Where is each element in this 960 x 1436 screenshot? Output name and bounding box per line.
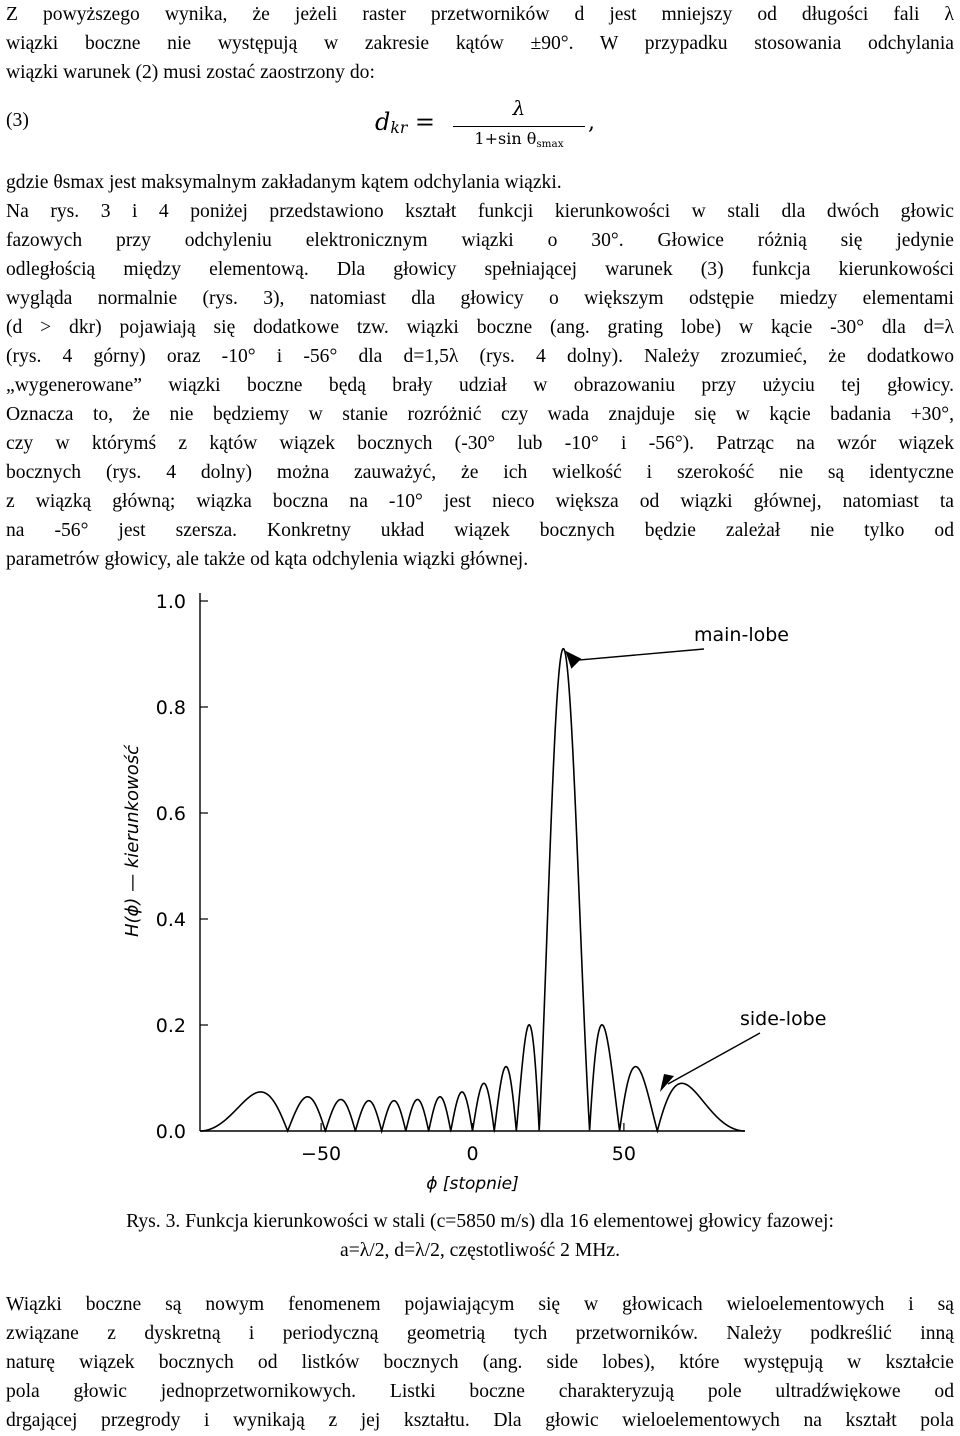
- text-line: „wygenerowane” wiązki boczne będą brały …: [6, 375, 954, 396]
- x-tick-label: 50: [612, 1143, 636, 1165]
- text-line: drgającej przegrody i wynikają z jej ksz…: [6, 1410, 954, 1431]
- text-line: gdzie θsmax jest maksymalnym zakładanym …: [6, 172, 562, 193]
- x-tick-label: 0: [466, 1143, 478, 1165]
- text-line: odległością między elementową. Dla głowi…: [6, 259, 954, 280]
- arrow-head: [565, 650, 582, 669]
- y-tick-label: 0.8: [156, 697, 186, 719]
- directivity-chart: 0.0 0.2 0.4 0.6 0.8 1.0 −50 0 50 ϕ [stopnie] H(ϕ) …: [122, 591, 826, 1194]
- fraction-bar: [453, 126, 585, 127]
- annotation-label: side-lobe: [740, 1008, 826, 1030]
- figure-caption: Rys. 3. Funkcja kierunkowości w stali (c…: [0, 1207, 960, 1265]
- text-line: wiązki boczne nie występują w zakresie k…: [6, 33, 954, 54]
- text-line: Z powyższego wynika, że jeżeli raster pr…: [6, 4, 954, 25]
- text-line: wygląda normalnie (rys. 3), natomiast dl…: [6, 288, 954, 309]
- equation-fraction: λ 1+sin θsmax: [453, 96, 585, 150]
- text-line: Oznacza to, że nie będziemy w stanie roz…: [6, 404, 954, 425]
- equation-label: (3): [6, 110, 29, 131]
- annotation-label: main-lobe: [694, 624, 789, 646]
- y-tick-label: 1.0: [156, 591, 186, 613]
- arrow-head: [660, 1074, 674, 1092]
- text-line: fazowych przy odchyleniu elektronicznym …: [6, 230, 954, 251]
- text-line: wiązki warunek (2) musi zostać zaostrzon…: [6, 62, 375, 83]
- text-line: czy w którymś z kątów wiązek bocznych (-…: [6, 433, 954, 454]
- equation-comma: ,: [588, 110, 595, 135]
- annotation-arrow: [667, 1032, 761, 1085]
- text-line: bocznych (rys. 4 dolny) można zauważyć, …: [6, 462, 954, 483]
- caption-line: a=λ/2, d=λ/2, częstotliwość 2 MHz.: [340, 1240, 620, 1261]
- equation-lhs: dkr =: [375, 108, 436, 137]
- paragraph-intro: Z powyższego wynika, że jeżeli raster pr…: [6, 0, 954, 87]
- text-line: Na rys. 3 i 4 poniżej przedstawiono kszt…: [6, 201, 954, 222]
- text-line: związane z dyskretną i periodyczną geome…: [6, 1323, 954, 1344]
- caption-line: Rys. 3. Funkcja kierunkowości w stali (c…: [126, 1211, 834, 1232]
- text-line: z wiązką główną; wiązka boczna na -10° j…: [6, 491, 954, 512]
- y-tick-label: 0.0: [156, 1121, 186, 1143]
- x-tick-label: −50: [301, 1143, 341, 1165]
- y-axis-label: H(ϕ) — kierunkowość: [122, 744, 143, 937]
- y-tick-label: 0.2: [156, 1015, 186, 1037]
- x-axis-label: ϕ [stopnie]: [426, 1174, 519, 1194]
- text-line: Wiązki boczne są nowym fenomenem pojawia…: [6, 1294, 954, 1315]
- text-line: parametrów głowicy, ale także od kąta od…: [6, 549, 529, 570]
- paragraph-side-lobes: Wiązki boczne są nowym fenomenem pojawia…: [6, 1290, 954, 1435]
- text-line: na -56° jest szersza. Konkretny układ wi…: [6, 520, 954, 541]
- text-line: (d > dkr) pojawiają się dodatkowe tzw. w…: [6, 317, 954, 338]
- y-tick-label: 0.6: [156, 803, 186, 825]
- text-line: (rys. 4 górny) oraz -10° i -56° dla d=1,…: [6, 346, 954, 367]
- paragraph-main: gdzie θsmax jest maksymalnym zakładanym …: [6, 168, 954, 574]
- y-tick-label: 0.4: [156, 909, 186, 931]
- equation-numerator: λ: [512, 96, 526, 120]
- text-line: naturę wiązek bocznych od listków boczny…: [6, 1352, 954, 1373]
- equation-denominator: 1+sin θsmax: [474, 129, 564, 150]
- text-line: pola głowic jednoprzetwornikowych. Listk…: [6, 1381, 954, 1402]
- directivity-curve: [200, 647, 745, 1135]
- annotation-arrow: [571, 648, 705, 662]
